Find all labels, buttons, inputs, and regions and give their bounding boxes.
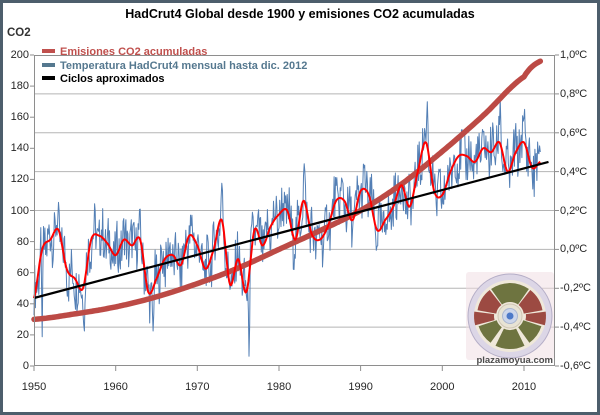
legend-swatch-temperatura-icon [42, 62, 55, 67]
series-temp-monthly [33, 97, 541, 357]
right-axis-tick-label: -0,4ºC [560, 321, 591, 334]
right-axis-tick-label: 0,2ºC [560, 204, 588, 217]
left-axis-tick-label: 200 [10, 49, 29, 61]
x-axis-tick-label: 1970 [185, 381, 210, 393]
left-axis-tick-label: 80 [16, 235, 29, 248]
tick-marks [30, 54, 559, 371]
legend-item-ciclos: Ciclos aproximados [42, 73, 307, 87]
x-axis-tick-label: 1990 [348, 381, 373, 393]
right-axis-tick-label: 0,6ºC [560, 126, 588, 139]
series-co2-emissions [31, 58, 544, 323]
series-temp-smooth [33, 141, 541, 299]
legend-swatch-emisiones-icon [42, 49, 55, 54]
legend-label-ciclos: Ciclos aproximados [60, 73, 165, 85]
x-axis-tick-label: 2000 [430, 381, 455, 393]
right-axis-tick-label: -0,6ºC [560, 360, 591, 372]
left-axis-tick-label: 180 [10, 80, 29, 93]
left-axis-tick-label: 40 [16, 297, 29, 310]
legend-swatch-ciclos-icon [42, 76, 55, 81]
left-axis-tick-label: 20 [16, 328, 29, 341]
legend-label-temperatura: Temperatura HadCrut4 mensual hasta dic. … [60, 59, 308, 72]
watermark-text: plazamoyua.com [476, 355, 553, 366]
right-axis-tick-label: -0,2ºC [560, 282, 591, 295]
right-axis-tick-label: 1,0ºC [560, 49, 588, 61]
right-axis-tick-label: 0,8ºC [560, 87, 588, 100]
right-axis-tick-label: 0,4ºC [560, 165, 588, 178]
left-axis-tick-label: 100 [10, 204, 29, 217]
legend-label-emisiones: Emisiones CO2 acumuladas [60, 46, 208, 58]
legend-item-emisiones: Emisiones CO2 acumuladas [42, 46, 307, 60]
left-axis-tick-label: 0 [22, 360, 29, 372]
watermark-logo-icon [466, 272, 554, 360]
x-axis-tick-label: 1980 [266, 381, 292, 393]
x-axis-tick-label: 1960 [103, 381, 128, 393]
right-axis-tick-label: 0,0ºC [560, 243, 588, 256]
x-axis-tick-label: 2010 [511, 381, 537, 393]
left-axis-tick-label: 140 [10, 142, 29, 155]
left-axis-tick-label: 60 [16, 266, 29, 279]
plot-border [34, 55, 555, 366]
legend: Emisiones CO2 acumuladas Temperatura Had… [42, 46, 307, 87]
left-axis-title: CO2 [7, 27, 31, 39]
left-axis-tick-label: 120 [10, 173, 29, 186]
x-axis-tick-label: 1950 [21, 381, 47, 393]
legend-item-temperatura: Temperatura HadCrut4 mensual hasta dic. … [42, 60, 307, 74]
chart-title: HadCrut4 Global desde 1900 y emisiones C… [125, 7, 475, 21]
left-axis-tick-label: 160 [10, 111, 29, 124]
series-cycles-trend [33, 160, 549, 300]
